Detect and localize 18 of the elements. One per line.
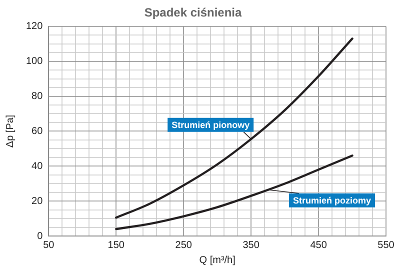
y-tick-label: 100 — [26, 56, 44, 68]
series-label: Strumień poziomy — [293, 195, 372, 206]
series-label: Strumień pionowy — [172, 120, 250, 130]
y-tick-label: 80 — [32, 91, 44, 102]
x-tick-label: 350 — [242, 240, 260, 251]
x-tick-label: 450 — [310, 240, 328, 251]
x-tick-label: 150 — [108, 240, 125, 251]
x-tick-label: 50 — [43, 240, 55, 251]
y-axis-title: Δp [Pa] — [4, 114, 16, 148]
x-tick-label: 550 — [378, 240, 395, 251]
y-tick-label: 20 — [32, 196, 44, 207]
y-tick-label: 40 — [32, 160, 44, 172]
y-tick-label: 120 — [26, 21, 44, 32]
chart-title: Spadek ciśnienia — [144, 6, 242, 20]
x-tick-label: 250 — [175, 240, 192, 251]
y-tick-label: 60 — [32, 126, 44, 137]
x-axis-title: Q [m³/h] — [199, 254, 236, 266]
y-tick-label: 0 — [37, 230, 44, 242]
